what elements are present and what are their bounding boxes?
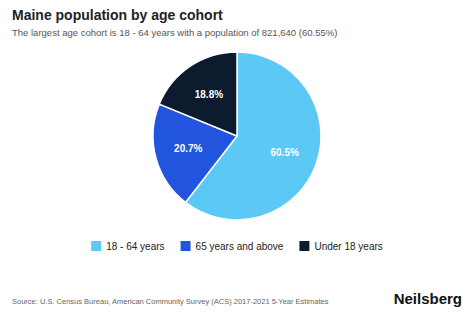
data-label: 18.8% [195,89,223,100]
legend-swatch [91,241,101,251]
legend-swatch [299,241,309,251]
data-label: 60.5% [271,147,299,158]
data-labels: 60.5% 20.7% 18.8% [174,89,299,158]
legend-item: Under 18 years [299,241,382,252]
brand: Neilsberg [394,290,462,307]
legend-item: 18 - 64 years [91,241,164,252]
source-note: Source: U.S. Census Bureau, American Com… [12,297,329,306]
legend-label: 65 years and above [196,241,284,252]
data-label: 20.7% [174,143,202,154]
subtitle: The largest age cohort is 18 - 64 years … [12,27,337,38]
legend-label: Under 18 years [314,241,382,252]
legend-item: 65 years and above [181,241,284,252]
title: Maine population by age cohort [12,7,223,23]
background [0,0,474,316]
legend: 18 - 64 years 65 years and above Under 18 … [91,241,383,252]
pie-slice [159,52,237,136]
legend-label: 18 - 64 years [106,241,164,252]
chart: Maine population by age cohort The larges… [0,0,474,316]
pie [153,52,321,220]
legend-swatch [181,241,191,251]
